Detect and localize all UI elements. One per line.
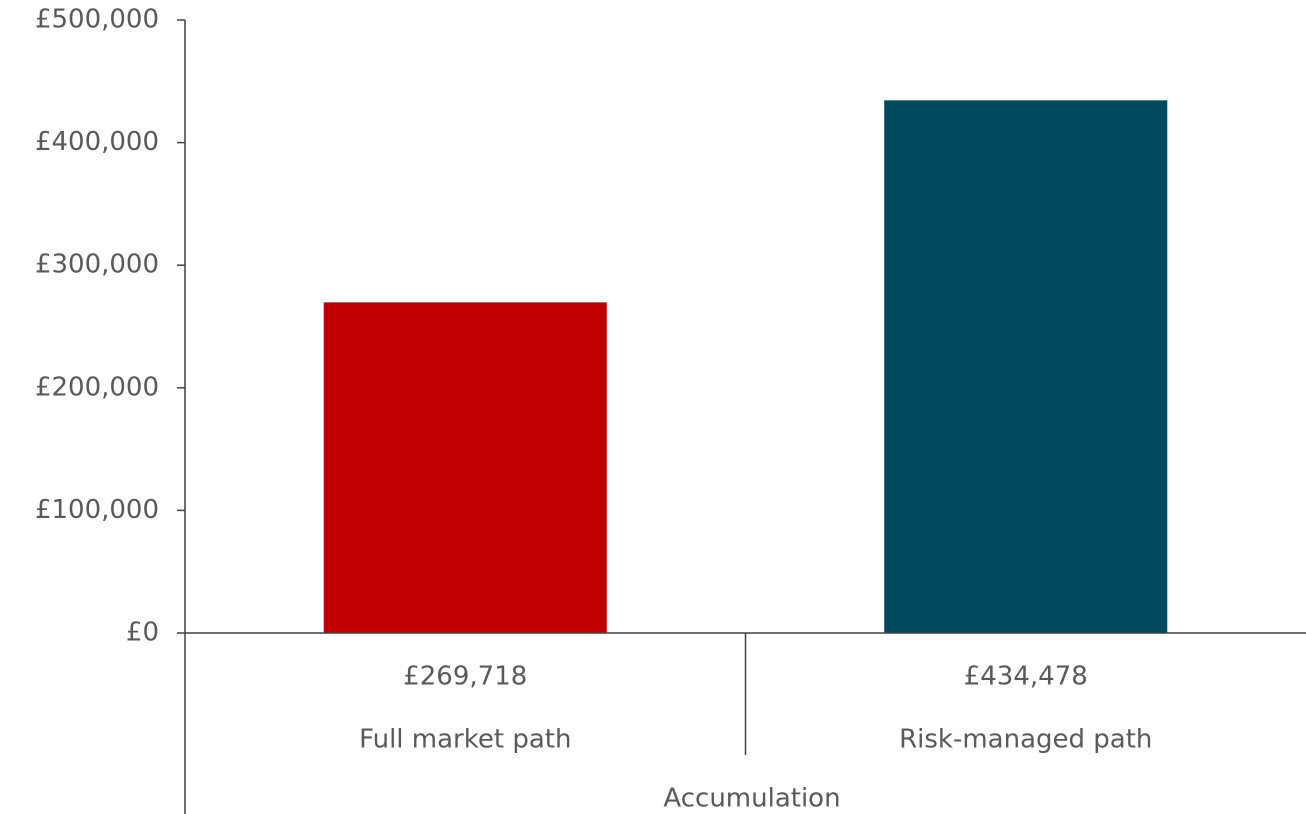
y-tick-label: £200,000 [35,372,159,402]
y-tick-label: £400,000 [35,127,159,157]
x-tick-label: Full market path [359,725,571,755]
bar [323,302,607,633]
value-label: £269,718 [403,662,527,692]
y-tick-label: £500,000 [35,5,159,35]
y-tick-label: £100,000 [35,495,159,525]
group-label: Accumulation [663,784,840,814]
x-tick-label: Risk-managed path [899,725,1152,755]
value-label: £434,478 [964,662,1088,692]
bar [884,100,1168,634]
y-tick-label: £0 [126,618,159,648]
y-tick-label: £300,000 [35,250,159,280]
